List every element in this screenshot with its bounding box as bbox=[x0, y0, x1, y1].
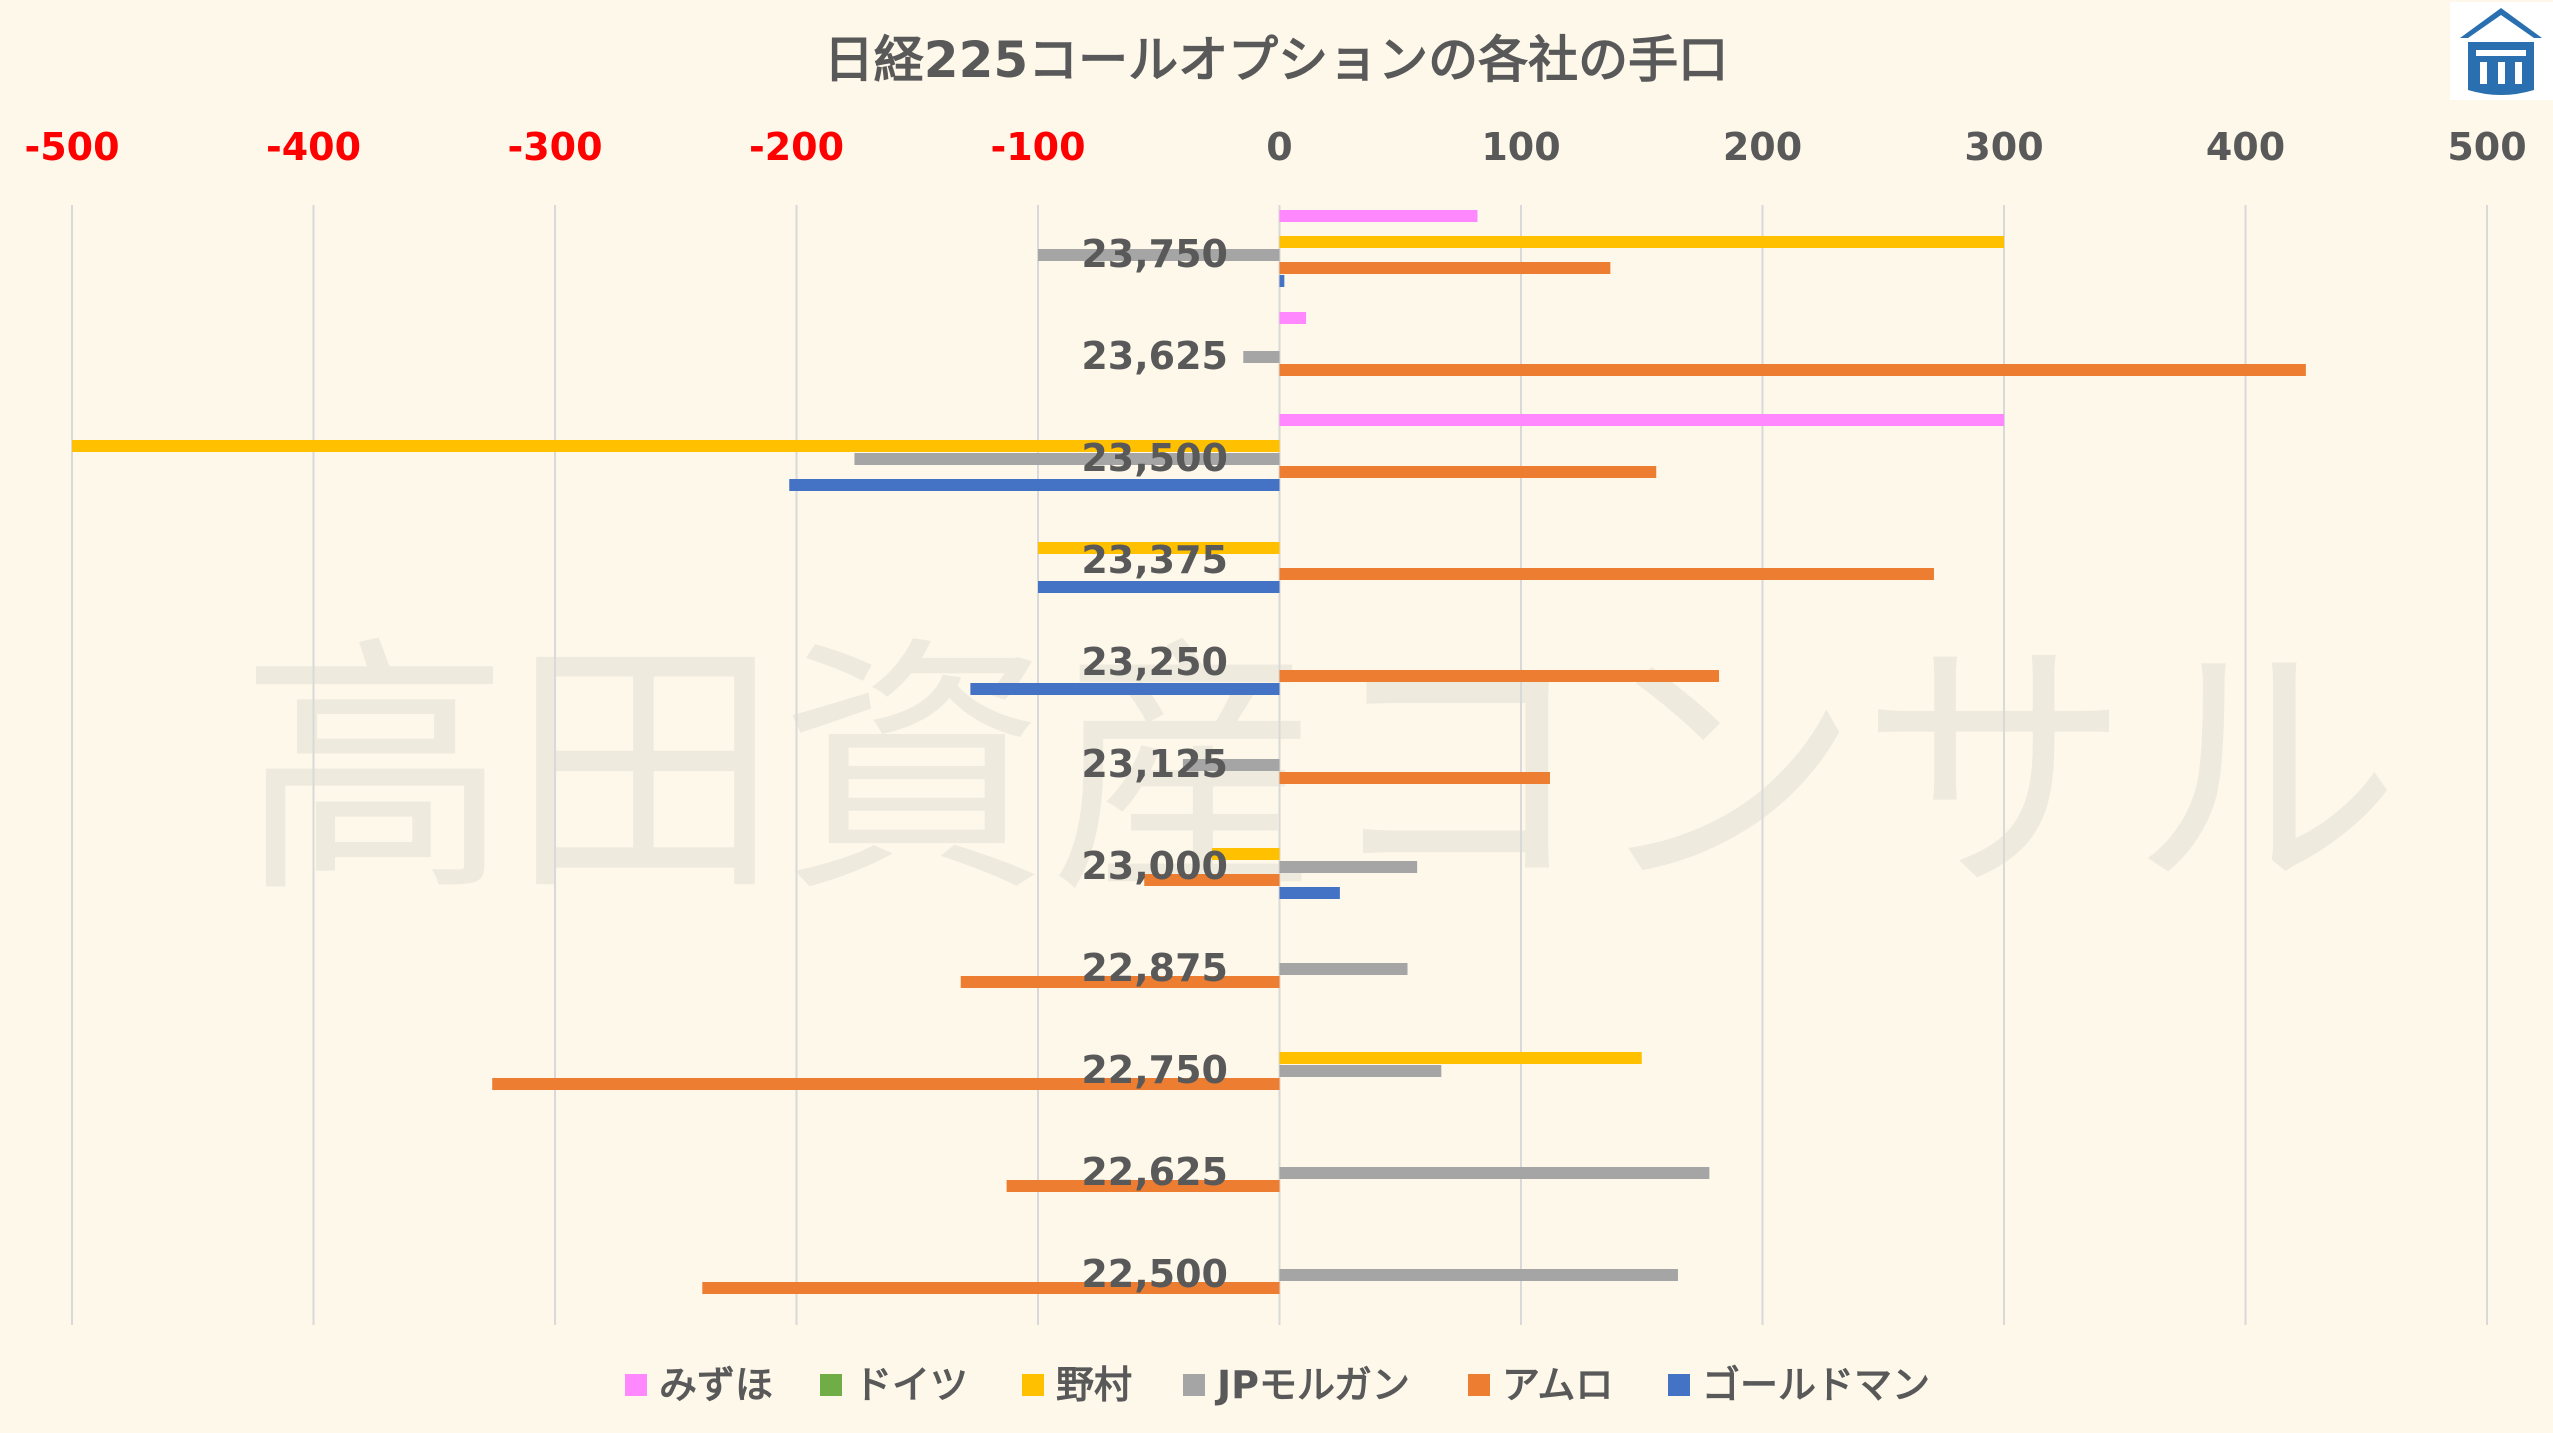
x-tick-label: 400 bbox=[2206, 125, 2285, 169]
x-tick-label: -100 bbox=[990, 125, 1085, 169]
bar-みずほ-23,500 bbox=[1279, 414, 2004, 426]
legend-item: みずほ bbox=[625, 1363, 773, 1407]
x-tick-label: 100 bbox=[1481, 125, 1560, 169]
bar-野村-23,000 bbox=[1211, 848, 1280, 860]
logo-icon bbox=[2450, 2, 2553, 100]
bar-ゴールドマン-23,500 bbox=[789, 479, 1280, 491]
bar-アムロ-22,625 bbox=[1006, 1180, 1280, 1192]
legend-item: JPモルガン bbox=[1183, 1363, 1410, 1407]
logo-roof bbox=[2460, 8, 2542, 38]
legend-swatch bbox=[1468, 1374, 1490, 1396]
bar-JPモルガン-22,500 bbox=[1279, 1269, 1678, 1281]
legend-item: ドイツ bbox=[820, 1363, 968, 1407]
bar-野村-22,750 bbox=[1279, 1052, 1642, 1064]
category-label: 22,500 bbox=[1081, 1252, 1228, 1296]
legend-item: アムロ bbox=[1468, 1363, 1613, 1407]
bar-アムロ-23,625 bbox=[1279, 364, 2306, 376]
category-label: 23,250 bbox=[1081, 640, 1228, 684]
bar-JPモルガン-23,750 bbox=[1038, 249, 1280, 261]
legend-swatch bbox=[1183, 1374, 1205, 1396]
bar-みずほ-23,750 bbox=[1279, 210, 1478, 222]
x-tick-label: 0 bbox=[1266, 125, 1292, 169]
category-label: 23,000 bbox=[1081, 844, 1228, 888]
bar-野村-23,500 bbox=[72, 440, 1280, 452]
category-label: 23,125 bbox=[1081, 742, 1228, 786]
logo-pillar-left bbox=[2480, 62, 2487, 84]
bar-JPモルガン-22,750 bbox=[1279, 1065, 1442, 1077]
logo-pillar-mid bbox=[2498, 62, 2505, 84]
legend-label: 野村 bbox=[1056, 1363, 1132, 1407]
legend-swatch bbox=[625, 1374, 647, 1396]
x-tick-label: -500 bbox=[24, 125, 119, 169]
category-label: 22,625 bbox=[1081, 1150, 1228, 1194]
x-tick-label: 500 bbox=[2447, 125, 2526, 169]
bar-アムロ-23,000 bbox=[1144, 874, 1280, 886]
bar-ゴールドマン-23,000 bbox=[1279, 887, 1340, 899]
bar-JPモルガン-22,875 bbox=[1279, 963, 1408, 975]
bar-野村-23,750 bbox=[1279, 236, 2004, 248]
watermark-text: 高田資産コンサル bbox=[240, 614, 2400, 929]
category-labels: 23,750 23,625 23,500 23,375 23,250 23,125 23,0… bbox=[1081, 232, 1228, 1296]
bar-アムロ-23,250 bbox=[1279, 670, 1720, 682]
category-label: 23,375 bbox=[1081, 538, 1228, 582]
x-tick-label: 200 bbox=[1723, 125, 1802, 169]
logo-pillar-right bbox=[2515, 62, 2522, 84]
bar-JPモルガン-23,500 bbox=[854, 453, 1280, 465]
legend-item: 野村 bbox=[1022, 1363, 1132, 1407]
legend: みずほ ドイツ 野村 JPモルガン アムロ ゴールドマン bbox=[625, 1363, 1930, 1407]
bar-ゴールドマン-23,375 bbox=[1038, 581, 1280, 593]
bar-アムロ-23,500 bbox=[1279, 466, 1657, 478]
bars bbox=[72, 210, 2306, 1294]
category-label: 22,875 bbox=[1081, 946, 1228, 990]
x-tick-label: -300 bbox=[507, 125, 602, 169]
bar-アムロ-23,125 bbox=[1279, 772, 1550, 784]
category-label: 23,625 bbox=[1081, 334, 1228, 378]
x-axis-ticks: -500 -400 -300 -200 -100 0 100 200 300 400 500 bbox=[24, 125, 2526, 169]
bar-みずほ-23,625 bbox=[1279, 312, 1307, 324]
chart-title: 日経225コールオプションの各社の手口 bbox=[824, 31, 1728, 89]
bar-ゴールドマン-23,250 bbox=[970, 683, 1280, 695]
bar-アムロ-22,875 bbox=[960, 976, 1280, 988]
legend-swatch bbox=[1668, 1374, 1690, 1396]
legend-label: みずほ bbox=[659, 1363, 773, 1407]
bar-JPモルガン-23,125 bbox=[1182, 759, 1280, 771]
bar-JPモルガン-23,625 bbox=[1243, 351, 1280, 363]
bar-アムロ-23,750 bbox=[1279, 262, 1611, 274]
bar-アムロ-22,750 bbox=[492, 1078, 1280, 1090]
legend-swatch bbox=[820, 1374, 842, 1396]
bar-JPモルガン-23,000 bbox=[1279, 861, 1418, 873]
bar-アムロ-23,375 bbox=[1279, 568, 1934, 580]
logo-bar bbox=[2476, 50, 2526, 56]
category-label: 23,750 bbox=[1081, 232, 1228, 276]
bar-アムロ-22,500 bbox=[702, 1282, 1280, 1294]
legend-label: JPモルガン bbox=[1214, 1363, 1410, 1407]
bar-野村-23,375 bbox=[1038, 542, 1280, 554]
bar-JPモルガン-22,625 bbox=[1279, 1167, 1710, 1179]
legend-item: ゴールドマン bbox=[1668, 1363, 1930, 1407]
legend-label: ドイツ bbox=[854, 1363, 968, 1407]
bar-ゴールドマン-23,750 bbox=[1279, 275, 1285, 287]
x-tick-label: -200 bbox=[749, 125, 844, 169]
legend-swatch bbox=[1022, 1374, 1044, 1396]
legend-label: ゴールドマン bbox=[1702, 1363, 1930, 1407]
category-label: 23,500 bbox=[1081, 436, 1228, 480]
x-tick-label: -400 bbox=[266, 125, 361, 169]
category-label: 22,750 bbox=[1081, 1048, 1228, 1092]
legend-label: アムロ bbox=[1502, 1363, 1613, 1407]
x-tick-label: 300 bbox=[1964, 125, 2043, 169]
